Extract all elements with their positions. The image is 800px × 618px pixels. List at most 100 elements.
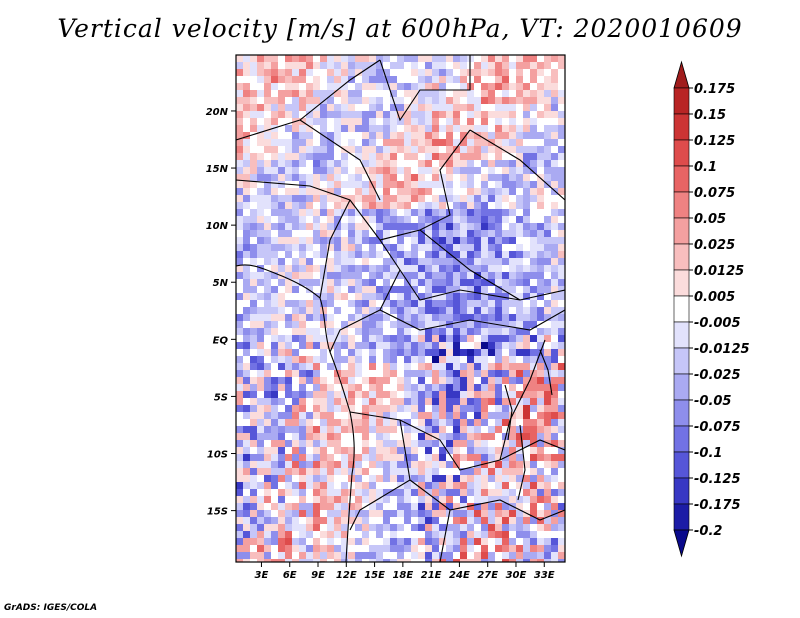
field-cell — [481, 139, 488, 146]
field-cell — [362, 111, 369, 118]
field-cell — [558, 314, 565, 321]
field-cell — [551, 321, 558, 328]
field-cell — [418, 447, 425, 454]
field-cell — [523, 83, 530, 90]
field-cell — [432, 223, 439, 230]
field-cell — [355, 125, 362, 132]
field-cell — [453, 230, 460, 237]
field-cell — [495, 76, 502, 83]
field-cell — [348, 272, 355, 279]
field-cell — [516, 321, 523, 328]
field-cell — [418, 202, 425, 209]
field-cell — [404, 531, 411, 538]
field-cell — [306, 398, 313, 405]
field-cell — [495, 237, 502, 244]
field-cell — [523, 524, 530, 531]
field-cell — [516, 251, 523, 258]
field-cell — [313, 489, 320, 496]
field-cell — [495, 454, 502, 461]
field-cell — [369, 237, 376, 244]
field-cell — [446, 195, 453, 202]
field-cell — [264, 314, 271, 321]
field-cell — [558, 440, 565, 447]
x-tick-label: 21E — [421, 570, 442, 581]
field-cell — [495, 174, 502, 181]
field-cell — [544, 412, 551, 419]
field-cell — [376, 237, 383, 244]
field-cell — [362, 398, 369, 405]
x-tick-label: 18E — [392, 570, 413, 581]
field-cell — [530, 174, 537, 181]
field-cell — [341, 349, 348, 356]
field-cell — [362, 230, 369, 237]
field-cell — [257, 237, 264, 244]
field-cell — [551, 216, 558, 223]
field-cell — [355, 349, 362, 356]
field-cell — [271, 174, 278, 181]
field-cell — [425, 524, 432, 531]
field-cell — [383, 538, 390, 545]
field-cell — [390, 62, 397, 69]
field-cell — [558, 454, 565, 461]
field-cell — [278, 258, 285, 265]
field-cell — [271, 433, 278, 440]
field-cell — [327, 475, 334, 482]
field-cell — [397, 62, 404, 69]
field-cell — [299, 356, 306, 363]
field-cell — [327, 209, 334, 216]
field-cell — [467, 349, 474, 356]
field-cell — [404, 489, 411, 496]
field-cell — [257, 202, 264, 209]
field-cell — [481, 335, 488, 342]
field-cell — [257, 90, 264, 97]
field-cell — [474, 188, 481, 195]
field-cell — [404, 132, 411, 139]
field-cell — [397, 244, 404, 251]
colorbar-label: 0.05 — [694, 212, 726, 227]
field-cell — [495, 90, 502, 97]
field-cell — [530, 545, 537, 552]
field-cell — [467, 146, 474, 153]
field-cell — [551, 237, 558, 244]
field-cell — [460, 258, 467, 265]
field-cell — [481, 405, 488, 412]
field-cell — [509, 531, 516, 538]
field-cell — [404, 258, 411, 265]
x-tick-label: 24E — [449, 570, 470, 581]
field-cell — [432, 279, 439, 286]
field-cell — [530, 223, 537, 230]
field-cell — [460, 363, 467, 370]
field-cell — [250, 55, 257, 62]
field-cell — [551, 265, 558, 272]
field-cell — [250, 531, 257, 538]
field-cell — [544, 391, 551, 398]
field-cell — [348, 286, 355, 293]
field-cell — [425, 391, 432, 398]
field-cell — [397, 83, 404, 90]
field-cell — [404, 293, 411, 300]
field-cell — [404, 370, 411, 377]
field-cell — [390, 328, 397, 335]
field-cell — [404, 188, 411, 195]
field-cell — [285, 125, 292, 132]
field-cell — [390, 146, 397, 153]
field-cell — [502, 153, 509, 160]
field-cell — [467, 398, 474, 405]
field-cell — [313, 447, 320, 454]
field-cell — [523, 216, 530, 223]
field-cell — [439, 433, 446, 440]
field-cell — [439, 314, 446, 321]
field-cell — [481, 503, 488, 510]
field-cell — [278, 307, 285, 314]
field-cell — [530, 356, 537, 363]
field-cell — [236, 132, 243, 139]
field-cell — [453, 496, 460, 503]
field-cell — [327, 195, 334, 202]
field-cell — [327, 363, 334, 370]
field-cell — [502, 531, 509, 538]
field-cell — [327, 461, 334, 468]
field-cell — [355, 489, 362, 496]
field-cell — [278, 440, 285, 447]
field-cell — [509, 202, 516, 209]
field-cell — [404, 83, 411, 90]
